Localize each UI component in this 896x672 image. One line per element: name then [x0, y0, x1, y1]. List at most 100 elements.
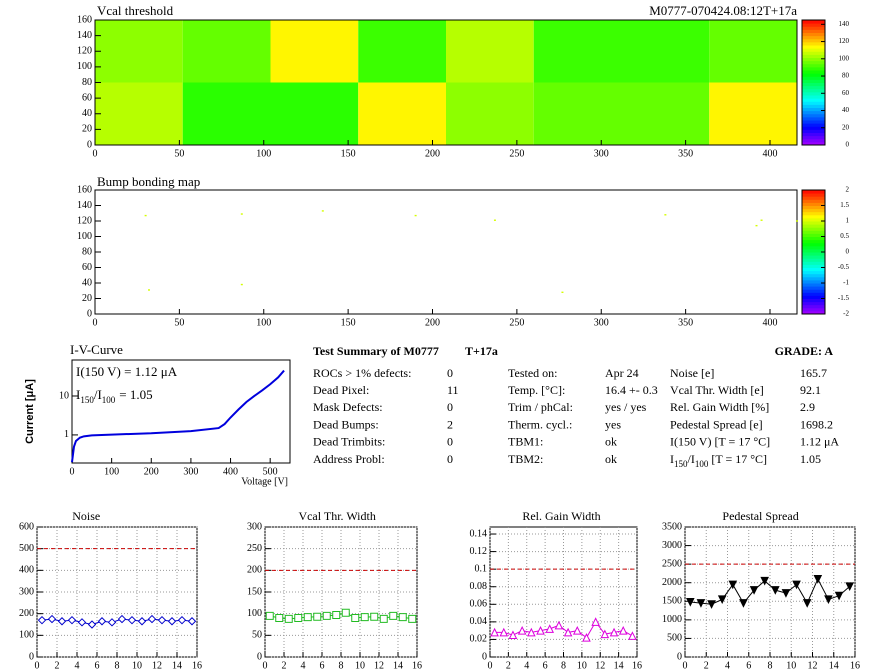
- summary-label: I(150 V) [T = 17 °C]: [670, 435, 770, 449]
- y-tick-label: 1: [64, 429, 69, 440]
- colorbar-step: [802, 205, 825, 210]
- data-point: [508, 630, 518, 640]
- colorbar-step: [802, 242, 825, 247]
- y-tick-label: 120: [77, 215, 92, 226]
- x-tick-label: 400: [763, 317, 778, 328]
- data-point: [834, 591, 844, 601]
- heatmap-cell: [95, 82, 183, 145]
- summary-value: 1.05: [800, 452, 821, 466]
- x-tick-label: 0: [263, 660, 268, 671]
- series-line: [41, 618, 193, 626]
- y-tick-label: 0.06: [470, 599, 488, 610]
- colorbar-step: [802, 233, 825, 237]
- y-tick-label: 100: [77, 61, 92, 72]
- colorbar-step: [802, 57, 825, 62]
- colorbar-step: [802, 85, 825, 90]
- data-point: [845, 582, 854, 592]
- x-tick-label: 200: [425, 148, 440, 159]
- y-tick-label: 250: [247, 543, 262, 554]
- summary-tag: T+17a: [465, 344, 498, 358]
- y-tick-label: 20: [82, 124, 92, 135]
- x-tick-label: 16: [632, 660, 642, 671]
- x-tick-label: 6: [543, 660, 548, 671]
- y-tick-label: 600: [19, 521, 34, 532]
- iv-curve: [71, 369, 285, 463]
- data-point: [313, 612, 322, 621]
- x-tick-label: 12: [595, 660, 605, 671]
- data-point: [137, 617, 147, 626]
- data-point: [332, 610, 341, 619]
- x-tick-label: 0: [70, 466, 75, 477]
- summary-label-part: /I: [688, 452, 695, 466]
- x-tick-label: 50: [174, 317, 184, 328]
- chart-title: Rel. Gain Width: [522, 509, 600, 523]
- annotation: I(150 V) = 1.12 μA: [76, 364, 178, 379]
- x-tick-label: 6: [95, 660, 100, 671]
- x-tick-label: 4: [524, 660, 529, 671]
- x-tick-label: 6: [320, 660, 325, 671]
- chart-title: Bump bonding map: [97, 174, 200, 189]
- x-tick-label: 14: [393, 660, 403, 671]
- summary-value: 92.1: [800, 383, 821, 397]
- x-tick-label: 300: [183, 466, 198, 477]
- y-tick-label: 0.02: [470, 634, 488, 645]
- x-tick-label: 14: [614, 660, 624, 671]
- colorbar-step: [802, 60, 825, 65]
- summary-label: Therm. cycl.:: [508, 417, 572, 431]
- data-point: [351, 614, 360, 622]
- annotation-part: /I: [94, 387, 102, 402]
- summary-value: 0: [447, 400, 453, 414]
- annotation: I150/I100 = 1.05: [76, 387, 153, 405]
- colorbar-step: [802, 38, 825, 43]
- colorbar-step: [802, 190, 825, 194]
- series-line: [269, 612, 413, 620]
- colorbar-step: [802, 66, 825, 71]
- summary-label: Dead Bumps:: [313, 417, 379, 431]
- colorbar-step: [802, 193, 825, 197]
- colorbar-step: [802, 76, 825, 80]
- summary-value: 1698.2: [800, 417, 833, 431]
- y-tick-label: 200: [247, 565, 262, 576]
- heatmap-cell: [709, 20, 797, 83]
- x-tick-label: 16: [412, 660, 422, 671]
- data-point: [47, 614, 57, 624]
- data-point: [87, 620, 97, 629]
- summary-label: Dead Trimbits:: [313, 435, 385, 449]
- x-tick-label: 200: [144, 466, 159, 477]
- y-tick-label: 3000: [662, 540, 682, 551]
- data-point: [490, 627, 499, 637]
- colorbar-step: [802, 120, 825, 124]
- colorbar-step: [802, 292, 825, 296]
- colorbar-step: [802, 199, 825, 203]
- y-tick-label: 300: [247, 521, 262, 532]
- plot-frame: [71, 359, 291, 464]
- colorbar-step: [802, 101, 825, 105]
- data-point: [284, 614, 293, 623]
- y-tick-label: 2000: [662, 577, 682, 588]
- colorbar-tick-label: 0: [846, 141, 850, 149]
- x-tick-label: 6: [746, 660, 751, 671]
- data-point: [341, 608, 350, 617]
- colorbar-step: [802, 113, 825, 118]
- bump-point: [240, 213, 243, 215]
- summary-value: 0: [447, 452, 453, 466]
- data-point: [37, 615, 47, 625]
- data-point: [322, 611, 331, 620]
- y-tick-label: 100: [19, 630, 34, 641]
- colorbar-tick-label: -1.5: [838, 294, 850, 302]
- x-tick-label: 150: [341, 148, 356, 159]
- x-tick-label: 250: [509, 317, 524, 328]
- summary-label-part: 100: [695, 459, 709, 469]
- data-point: [127, 615, 137, 625]
- y-tick-label: 0.14: [470, 528, 488, 539]
- data-point: [618, 626, 628, 635]
- summary-label-part: I: [670, 452, 674, 466]
- x-tick-label: 10: [132, 660, 142, 671]
- data-point: [265, 611, 274, 620]
- chart-title: Pedestal Spread: [722, 509, 798, 523]
- summary-value: 1.12 μA: [800, 435, 839, 449]
- data-point: [760, 576, 769, 586]
- colorbar-step: [802, 236, 825, 241]
- colorbar-tick-label: 1: [846, 217, 850, 225]
- plot-frame: [94, 189, 798, 315]
